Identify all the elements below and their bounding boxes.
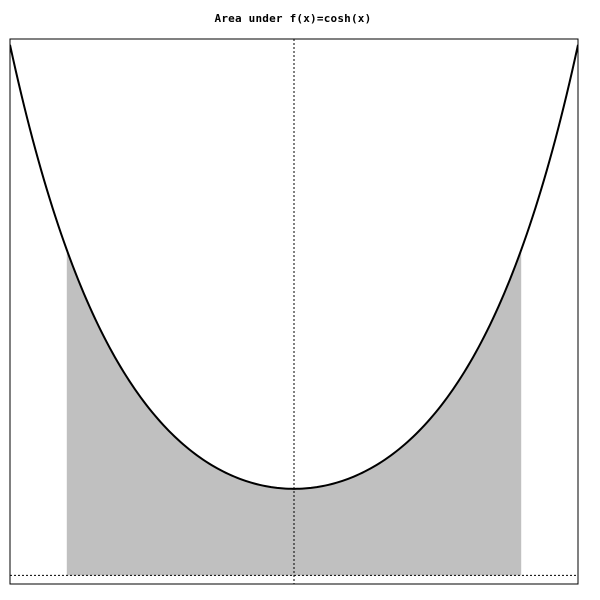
chart-title: Area under f(x)=cosh(x) (214, 12, 372, 25)
function-curve (10, 44, 578, 490)
plot-frame (9, 38, 579, 585)
shaded-area (66, 249, 522, 576)
